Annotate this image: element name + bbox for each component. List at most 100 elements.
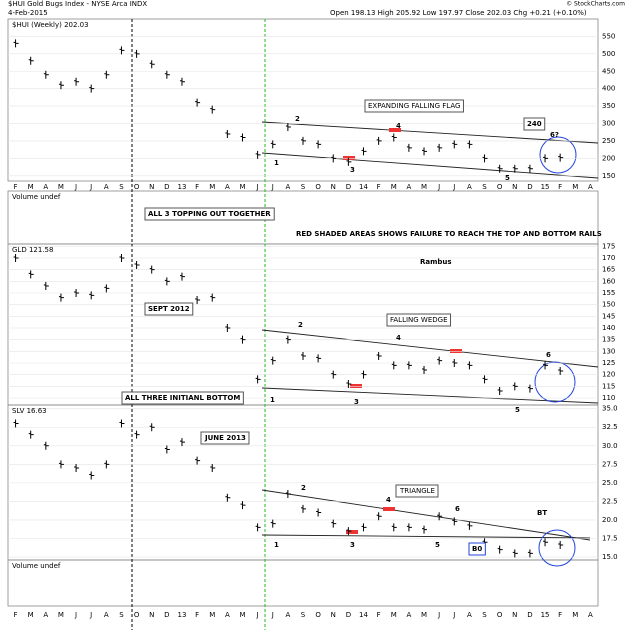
x-tick-label: N	[149, 183, 154, 191]
x-tick-label: S	[301, 611, 306, 619]
x-tick-label: 13	[178, 611, 187, 619]
y-tick-label: 120	[602, 371, 615, 379]
y-tick-label: 27.5	[602, 460, 618, 468]
x-tick-label: N	[149, 611, 154, 619]
annotation: RED SHADED AREAS SHOWS FAILURE TO REACH …	[296, 230, 602, 238]
price-bar	[58, 81, 64, 90]
trendline	[261, 329, 599, 368]
x-tick-label: J	[452, 183, 455, 191]
price-bar	[28, 270, 34, 279]
annotation: 6	[455, 505, 460, 513]
price-bar	[376, 352, 382, 360]
price-bar	[391, 133, 397, 142]
price-bar	[467, 521, 473, 530]
price-bar	[149, 265, 155, 274]
x-tick-label: F	[377, 611, 381, 619]
price-bar	[482, 154, 488, 163]
annotation: 240	[527, 120, 542, 128]
x-tick-label: J	[256, 183, 259, 191]
price-bar	[43, 441, 49, 450]
y-tick-label: 175	[602, 242, 615, 250]
annotation: 5	[435, 541, 440, 549]
x-tick-label: F	[195, 183, 199, 191]
price-bar	[134, 49, 140, 58]
y-tick-label: 32.5	[602, 423, 618, 431]
price-bar	[497, 545, 503, 554]
y-tick-label: 115	[602, 382, 615, 390]
price-bar	[437, 356, 443, 365]
price-bar	[512, 382, 518, 391]
x-tick-label: 14	[359, 183, 368, 191]
volume-label: Volume undef	[12, 562, 61, 570]
price-bar	[406, 361, 412, 370]
price-bar	[255, 150, 261, 159]
annotation: SEPT 2012	[148, 305, 190, 313]
y-tick-label: 20.0	[602, 516, 618, 524]
price-bar	[452, 140, 458, 149]
x-tick-label: A	[588, 183, 593, 191]
price-bar	[179, 272, 185, 281]
price-bar	[467, 140, 473, 149]
y-tick-label: 35.0	[602, 405, 618, 413]
x-tick-label: 14	[359, 611, 368, 619]
annotation: 4	[396, 122, 401, 130]
y-tick-label: 145	[602, 312, 615, 320]
y-tick-label: 150	[602, 301, 615, 309]
price-bar	[164, 445, 170, 454]
price-bar	[346, 527, 352, 536]
y-tick-label: 550	[602, 32, 615, 40]
price-bar	[543, 538, 549, 547]
price-bar	[210, 293, 216, 302]
x-tick-label: A	[467, 183, 472, 191]
x-tick-label: J	[271, 183, 274, 191]
annotation: 4	[396, 334, 401, 342]
price-bar	[210, 464, 216, 473]
price-bar	[119, 254, 125, 262]
price-bar	[452, 517, 458, 526]
price-bar	[331, 519, 337, 528]
x-tick-label: A	[43, 183, 48, 191]
x-tick-label: O	[134, 611, 140, 619]
x-tick-label: A	[225, 611, 230, 619]
price-bar	[89, 291, 95, 300]
x-tick-label: A	[225, 183, 230, 191]
x-tick-label: 15	[541, 183, 550, 191]
trendline	[261, 387, 599, 404]
price-bar	[543, 361, 549, 370]
panel-legend: $HUI (Weekly) 202.03	[12, 21, 89, 29]
header-title: $HUI Gold Bugs Index - NYSE Arca INDX	[8, 0, 147, 8]
price-bar	[482, 375, 488, 384]
failure-shade	[346, 530, 358, 534]
x-tick-label: A	[588, 611, 593, 619]
annotation-box	[386, 313, 452, 327]
y-tick-label: 165	[602, 266, 615, 274]
price-bar	[558, 153, 564, 162]
trendline	[261, 121, 599, 144]
price-bar	[316, 140, 322, 149]
x-tick-label: D	[527, 611, 532, 619]
x-tick-label: M	[391, 611, 397, 619]
failure-shade	[389, 128, 401, 132]
annotation: 2	[295, 115, 300, 123]
x-tick-label: O	[315, 183, 321, 191]
price-bar	[376, 136, 382, 145]
panel-frame	[7, 559, 599, 607]
x-tick-label: M	[58, 183, 64, 191]
x-tick-label: F	[14, 611, 18, 619]
x-tick-label: O	[497, 611, 503, 619]
x-tick-label: M	[421, 611, 427, 619]
annotation-box	[200, 431, 250, 445]
price-bar	[74, 289, 80, 297]
price-bar	[74, 77, 80, 86]
x-tick-label: A	[406, 183, 411, 191]
x-tick-label: S	[482, 183, 487, 191]
price-bar	[13, 419, 19, 428]
price-bar	[255, 523, 261, 532]
highlight-circle	[538, 529, 576, 567]
price-bar	[331, 370, 337, 379]
price-bar	[164, 70, 170, 79]
y-tick-label: 155	[602, 289, 615, 297]
annotation: FALLING WEDGE	[390, 316, 448, 324]
price-bar	[13, 254, 19, 262]
price-bar	[270, 356, 276, 365]
